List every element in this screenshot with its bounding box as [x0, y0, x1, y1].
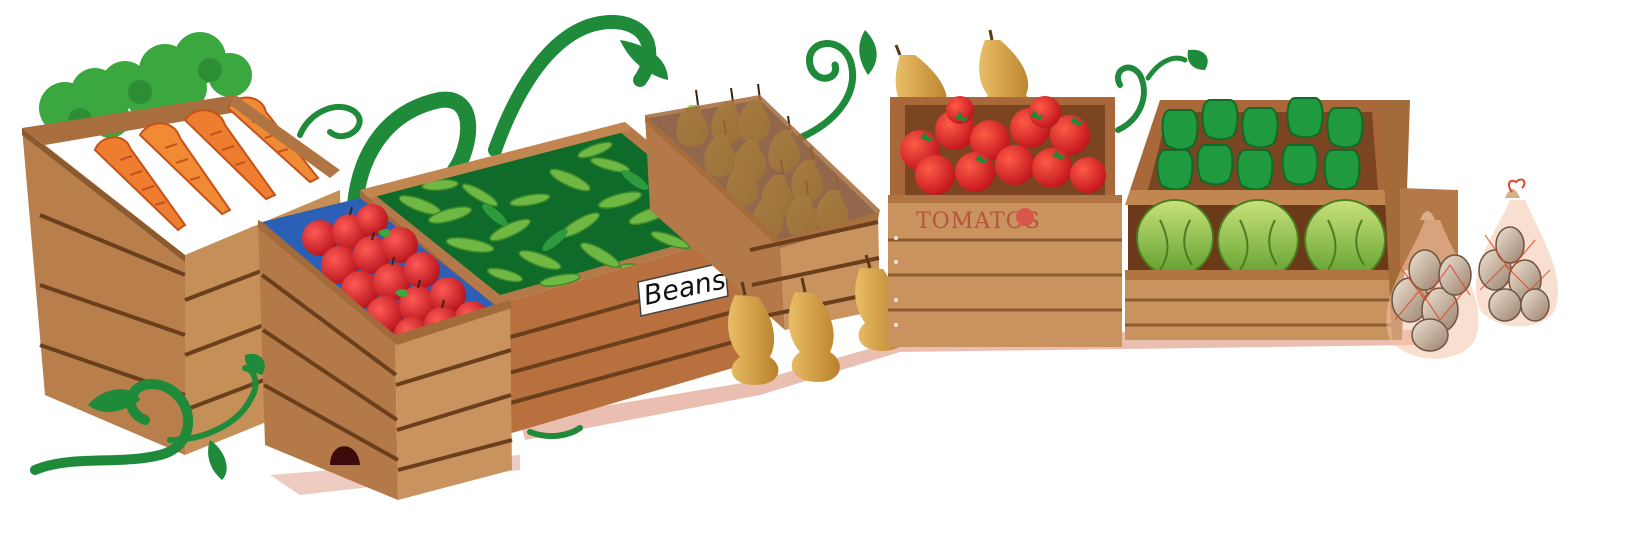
cabbages	[1136, 199, 1386, 281]
pear-crate	[645, 83, 881, 330]
tomato-stamp-icon	[1016, 208, 1034, 226]
peppers	[1156, 97, 1364, 191]
vine-leaves-back	[620, 30, 1208, 80]
apples	[302, 204, 489, 353]
onion-bags	[1386, 178, 1558, 359]
vine-leaves-front	[88, 353, 265, 480]
tomato-crate: TOMATOS	[888, 29, 1122, 347]
mouse-hole	[330, 446, 360, 465]
pepper-cabbage-crate	[1125, 97, 1458, 340]
apple-crate	[258, 198, 513, 500]
